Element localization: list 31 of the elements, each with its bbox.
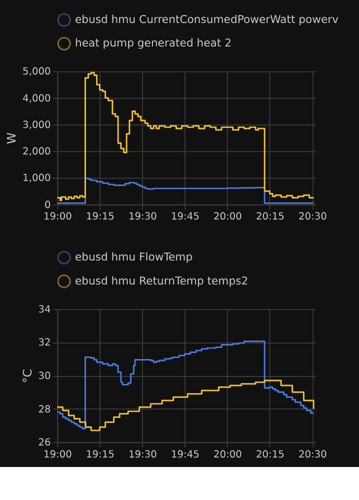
y-tick-label: 26 — [38, 438, 51, 449]
y-tick-label: 0 — [44, 200, 51, 211]
y-tick-label: 30 — [38, 370, 51, 382]
y-tick-label: 1,000 — [22, 173, 51, 184]
y-tick-label: 28 — [38, 404, 51, 416]
x-tick-label: 20:00 — [213, 449, 242, 460]
y-axis-title: °C — [20, 368, 34, 384]
y-tick-label: 2,000 — [22, 146, 51, 158]
x-tick-label: 19:30 — [128, 449, 157, 460]
x-tick-label: 20:15 — [256, 212, 284, 223]
legend-label: ebusd hmu FlowTemp — [74, 250, 193, 264]
x-tick-label: 20:15 — [256, 449, 284, 460]
y-tick-label: 34 — [38, 304, 51, 316]
legend-label: heat pump generated heat 2 — [74, 36, 232, 50]
x-tick-label: 20:00 — [213, 212, 242, 223]
x-tick-label: 19:30 — [128, 212, 157, 223]
y-tick-label: 3,000 — [22, 120, 51, 131]
x-tick-label: 20:30 — [298, 212, 327, 223]
y-axis-title: W — [4, 132, 19, 144]
legend-label: ebusd hmu ReturnTemp temps2 — [74, 274, 248, 288]
x-tick-label: 19:00 — [43, 212, 72, 223]
x-tick-label: 20:30 — [298, 449, 327, 460]
x-tick-label: 19:45 — [170, 212, 200, 223]
y-tick-label: 32 — [38, 338, 51, 349]
legend-label: ebusd hmu CurrentConsumedPowerWatt powerv — [74, 12, 340, 26]
y-tick-label: 5,000 — [22, 66, 51, 78]
x-tick-label: 19:00 — [43, 449, 72, 460]
x-tick-label: 19:45 — [170, 449, 200, 460]
y-tick-label: 4,000 — [22, 93, 51, 104]
x-tick-label: 19:15 — [86, 449, 114, 460]
x-tick-label: 19:15 — [86, 212, 114, 223]
